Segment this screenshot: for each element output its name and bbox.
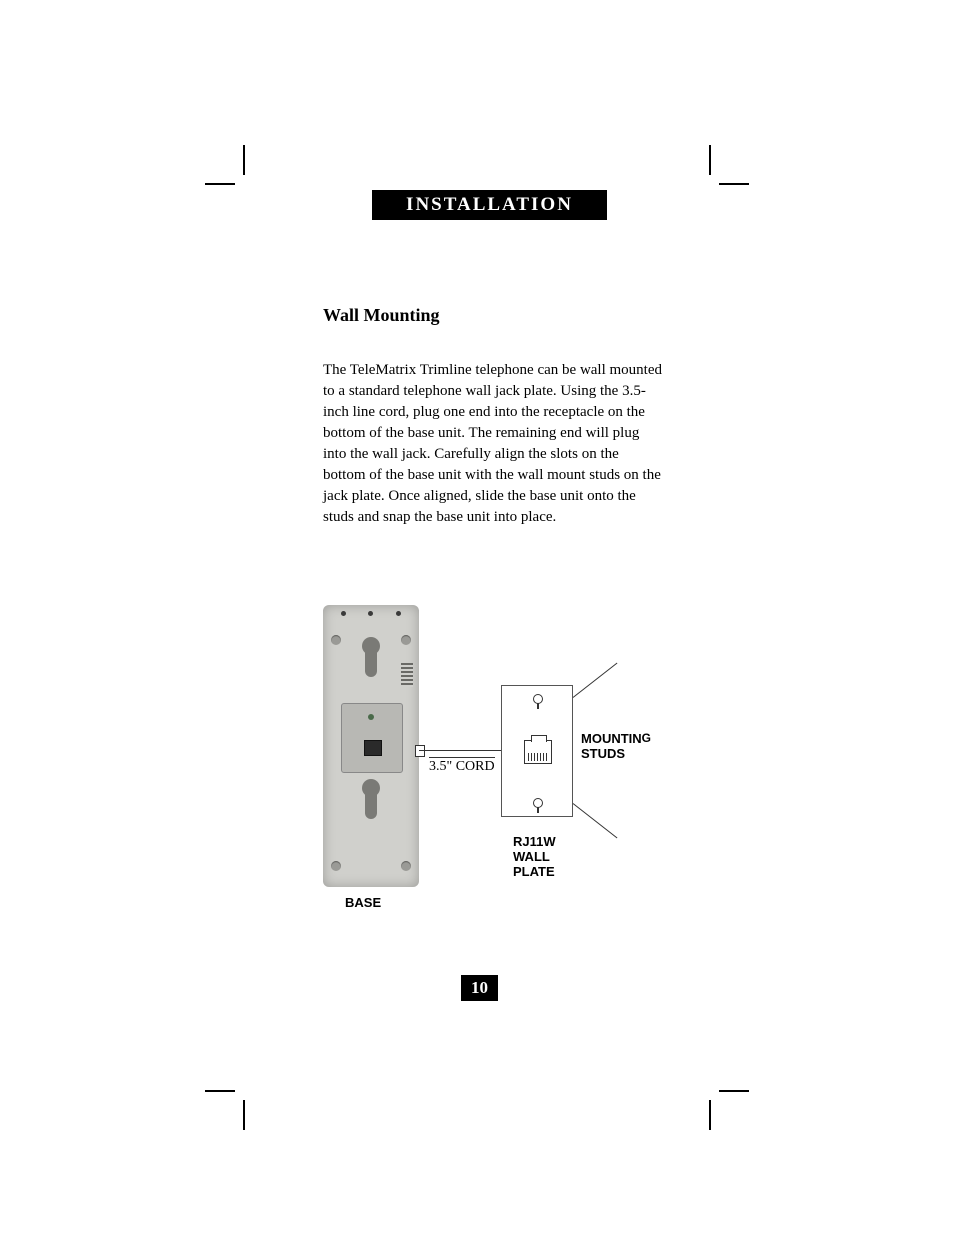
wall-plate-illustration [501,685,573,817]
callout-line-bottom [573,803,618,838]
wallplate-label-3: PLATE [513,864,555,879]
subheading-wall-mounting: Wall Mounting [323,305,440,326]
crop-mark-top-left [205,145,255,195]
wallplate-label-1: RJ11W [513,834,556,849]
crop-mark-bottom-left [205,1080,255,1130]
cord-label: 3.5" CORD [429,757,495,775]
base-label: BASE [345,895,381,910]
page-number: 10 [461,975,498,1001]
base-unit-illustration [323,605,419,887]
crop-mark-bottom-right [699,1080,749,1130]
mounting-label-part2: STUDS [581,746,625,761]
callout-line-top [573,663,618,698]
mounting-label-part1: MOUNTIN [581,731,642,746]
mounting-label-g: G [642,731,651,745]
wall-mounting-figure: BASE 3.5" CORD MOUNTING STUDS RJ11W WALL… [323,605,663,925]
crop-mark-top-right [699,145,749,195]
wallplate-label-2: WALL [513,849,550,864]
section-header: INSTALLATION [372,190,607,220]
wall-plate-label: RJ11W WALL PLATE [513,835,556,880]
cord-line [419,750,505,751]
body-paragraph: The TeleMatrix Trimline telephone can be… [323,360,663,528]
mounting-studs-label: MOUNTING STUDS [581,732,651,762]
cord-plug-left [415,745,425,757]
